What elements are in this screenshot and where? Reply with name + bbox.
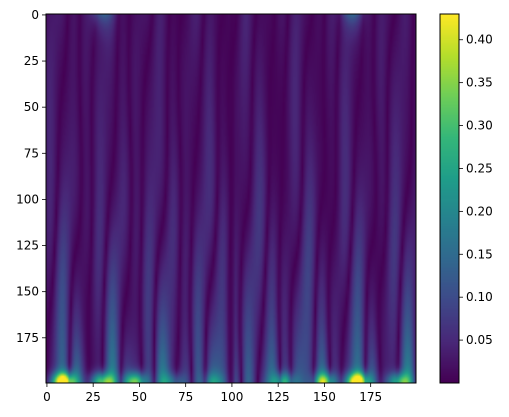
y-tick-label: 100	[16, 192, 39, 206]
y-tick-label: 75	[24, 146, 39, 160]
colorbar: 0.05 0.10 0.15 0.20 0.25 0.30 0.35 0.40	[439, 13, 493, 384]
y-tick-label: 175	[16, 331, 39, 345]
x-tick-label: 175	[359, 390, 382, 404]
plot-frame	[45, 13, 417, 384]
x-tick-label: 75	[178, 390, 193, 404]
x-tick-label: 125	[267, 390, 290, 404]
y-tick-label: 150	[16, 285, 39, 299]
x-tick-label: 50	[132, 390, 147, 404]
colorbar-ticks: 0.05 0.10 0.15 0.20 0.25 0.30 0.35 0.40	[459, 33, 493, 347]
colorbar-tick-label: 0.15	[466, 247, 493, 261]
y-tick-label: 0	[31, 8, 39, 22]
colorbar-gradient	[440, 14, 459, 383]
colorbar-tick-label: 0.40	[466, 33, 493, 47]
y-tick-label: 50	[24, 100, 39, 114]
colorbar-tick-label: 0.35	[466, 76, 493, 90]
colorbar-tick-label: 0.20	[466, 204, 493, 218]
y-tick-label: 125	[16, 239, 39, 253]
heatmap-plot: 0 25 50 75 100 125 150 175 0 25 50 75 100 125 150 175	[16, 8, 417, 404]
x-tick-label: 25	[86, 390, 101, 404]
y-tick-label: 25	[24, 54, 39, 68]
heatmap-image	[46, 14, 416, 383]
colorbar-frame	[439, 13, 460, 384]
x-tick-label: 0	[43, 390, 51, 404]
colorbar-tick-label: 0.25	[466, 161, 493, 175]
x-tick-label: 150	[313, 390, 336, 404]
x-tick-label: 100	[220, 390, 243, 404]
colorbar-tick-label: 0.30	[466, 119, 493, 133]
x-axis-ticks: 0 25 50 75 100 125 150 175	[43, 383, 382, 404]
colorbar-tick-label: 0.10	[466, 290, 493, 304]
y-axis-ticks: 0 25 50 75 100 125 150 175	[16, 8, 46, 345]
colorbar-tick-label: 0.05	[466, 333, 493, 347]
